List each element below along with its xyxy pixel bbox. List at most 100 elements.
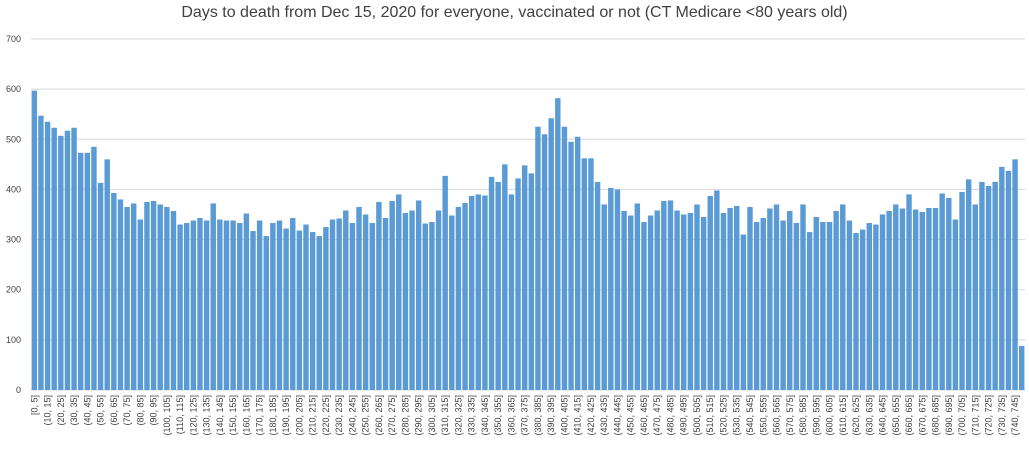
bar [581,158,588,390]
x-tick-label: (410, 415] [573,395,583,436]
bar [203,220,210,390]
bar [64,130,71,390]
bar [435,210,442,390]
bar [515,178,521,390]
bar [608,187,614,390]
bar [694,204,700,390]
x-tick-label: (550, 555] [758,395,768,436]
bar [256,220,263,390]
bar [906,194,912,390]
bar [91,146,97,390]
bar [826,222,833,390]
bar [362,214,369,390]
x-tick-label: (170, 175] [255,395,265,436]
bar [846,220,853,390]
x-tick-label: (250, 255] [361,395,371,436]
bar [184,223,190,390]
x-tick-label: (660, 665] [904,395,914,436]
bar [528,173,535,390]
bar [38,115,44,390]
bar [329,219,336,390]
bars [31,90,1025,391]
x-tick-label: (10, 15] [43,395,53,426]
bar [250,231,256,390]
x-tick-label: (590, 595] [811,395,821,436]
bar [787,210,793,390]
x-tick-label: (60, 65] [109,395,119,426]
bar [634,203,641,390]
bar [621,210,627,390]
bar [899,208,906,390]
bar [700,217,707,390]
bar [574,136,581,390]
bar [793,223,800,390]
bar [164,206,170,390]
bar [1012,159,1018,390]
x-tick-label: (260, 265] [374,395,384,436]
bar [893,204,899,390]
bar [1005,170,1012,390]
x-tick-label: (210, 215] [308,395,318,436]
bar [1018,345,1025,390]
x-tick-label: (400, 405] [559,395,569,436]
bar [992,181,998,390]
bar [521,165,528,390]
bar [833,210,839,390]
bar [555,98,561,391]
bar [965,179,972,390]
y-tick-label: 100 [6,335,21,345]
x-tick-label: (640, 645] [878,395,888,436]
bar [449,215,455,390]
x-tick-label: (650, 655] [891,395,901,436]
bar [270,223,276,390]
bar [641,222,647,390]
bar [859,229,866,390]
bar [952,219,959,390]
x-tick-label: (100, 105] [162,395,172,436]
bar [661,200,667,390]
bar [442,175,448,390]
x-tick-label: (140, 145] [215,395,225,436]
bar [323,227,329,390]
bar [588,158,594,390]
bar [422,223,428,390]
bar [290,218,296,390]
bar [820,222,826,390]
bar [972,204,979,390]
x-tick-label: (720, 725] [984,395,994,436]
bar [495,181,501,390]
bar [720,213,727,390]
bar [77,152,84,390]
x-tick-label: (470, 475] [652,395,662,436]
bar [674,210,680,390]
bar [283,228,289,390]
x-tick-label: (130, 135] [202,395,212,436]
x-tick-label: (220, 225] [321,395,331,436]
bar [482,195,488,390]
bar [594,181,601,390]
bar [84,152,91,390]
bar [376,201,382,390]
y-tick-label: 300 [6,235,21,245]
x-tick-label: (700, 705] [957,395,967,436]
y-tick-label: 200 [6,285,21,295]
x-tick-label: (290, 295] [414,395,424,436]
bar [389,200,395,390]
x-tick-label: (440, 445] [612,395,622,436]
bar [568,141,574,390]
bar [157,204,163,390]
bar [237,223,243,390]
bar [760,218,766,390]
bar [541,134,548,390]
bar [382,218,389,390]
bar [468,195,475,390]
x-tick-label: (730, 735] [997,395,1007,436]
x-tick-label: (520, 525] [718,395,728,436]
bar [144,201,150,390]
x-tick-label: (430, 435] [599,395,609,436]
bar [734,205,740,390]
bar [508,194,515,390]
bar [840,204,846,390]
x-tick-label: (160, 165] [241,395,251,436]
